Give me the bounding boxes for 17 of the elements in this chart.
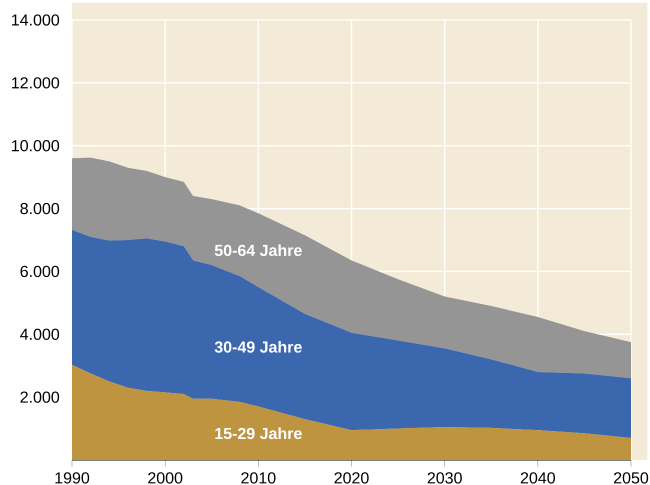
x-tick-label: 2030 <box>428 472 462 484</box>
x-tick-label: 2010 <box>241 472 276 484</box>
y-tick-label: 12.000 <box>12 77 60 89</box>
x-tick-label: 2050 <box>614 472 648 484</box>
series-label: 50-64 Jahre <box>214 244 302 256</box>
series-label: 30-49 Jahre <box>214 340 302 353</box>
y-tick-label: 10.000 <box>12 140 60 152</box>
y-tick-label: 8.000 <box>20 202 60 214</box>
x-tick-label: 2040 <box>520 472 556 484</box>
y-tick-label: 6.000 <box>20 266 60 278</box>
y-tick-label: 2.000 <box>20 391 60 403</box>
x-tick-label: 2000 <box>148 472 182 484</box>
y-tick-label: 4.000 <box>20 328 60 340</box>
x-tick-label: 2020 <box>334 472 369 484</box>
x-tick-label: 1990 <box>55 472 90 484</box>
series-label: 15-29 Jahre <box>215 427 302 440</box>
y-tick-label: 14.000 <box>12 14 60 26</box>
